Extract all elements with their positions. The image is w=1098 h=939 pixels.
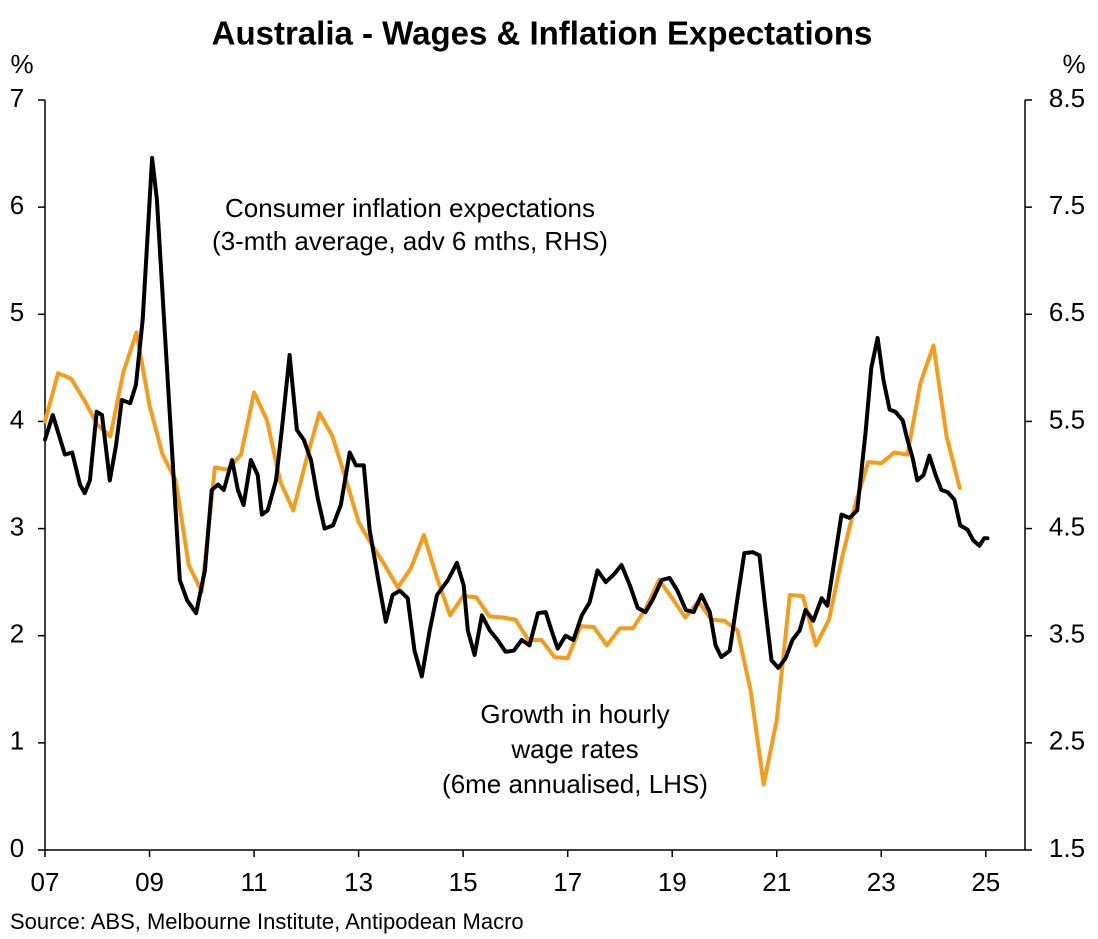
annotation: (3-mth average, adv 6 mths, RHS) — [212, 226, 608, 256]
y2-axis-unit: % — [1062, 49, 1085, 79]
y2-tick-label: 4.5 — [1049, 511, 1085, 541]
x-tick-label: 07 — [31, 867, 60, 897]
source-note: Source: ABS, Melbourne Institute, Antipo… — [10, 909, 524, 934]
y2-tick-label: 1.5 — [1049, 833, 1085, 863]
y-tick-label: 4 — [10, 404, 24, 434]
annotation: Consumer inflation expectations — [225, 193, 595, 223]
y2-tick-label: 8.5 — [1049, 83, 1085, 113]
y2-tick-label: 6.5 — [1049, 297, 1085, 327]
annotation: wage rates — [510, 734, 638, 764]
y-tick-label: 2 — [10, 619, 24, 649]
x-tick-label: 17 — [553, 867, 582, 897]
y2-tick-label: 2.5 — [1049, 726, 1085, 756]
annotation: (6me annualised, LHS) — [442, 769, 708, 799]
x-tick-label: 15 — [449, 867, 478, 897]
chart-title: Australia - Wages & Inflation Expectatio… — [212, 15, 873, 52]
y-tick-label: 6 — [10, 190, 24, 220]
y-tick-label: 7 — [10, 83, 24, 113]
x-tick-label: 09 — [135, 867, 164, 897]
y-tick-label: 0 — [10, 833, 24, 863]
x-tick-label: 25 — [971, 867, 1000, 897]
x-tick-label: 23 — [867, 867, 896, 897]
annotation: Growth in hourly — [480, 699, 669, 729]
y2-tick-label: 7.5 — [1049, 190, 1085, 220]
y-axis-unit: % — [10, 49, 33, 79]
x-tick-label: 13 — [344, 867, 373, 897]
x-tick-label: 11 — [241, 867, 268, 897]
y-tick-label: 3 — [10, 511, 24, 541]
y2-tick-label: 5.5 — [1049, 404, 1085, 434]
y2-tick-label: 3.5 — [1049, 619, 1085, 649]
x-tick-label: 21 — [762, 867, 791, 897]
series-line — [43, 155, 990, 679]
x-tick-label: 19 — [658, 867, 687, 897]
y-tick-label: 1 — [10, 726, 24, 756]
y-tick-label: 5 — [10, 297, 24, 327]
